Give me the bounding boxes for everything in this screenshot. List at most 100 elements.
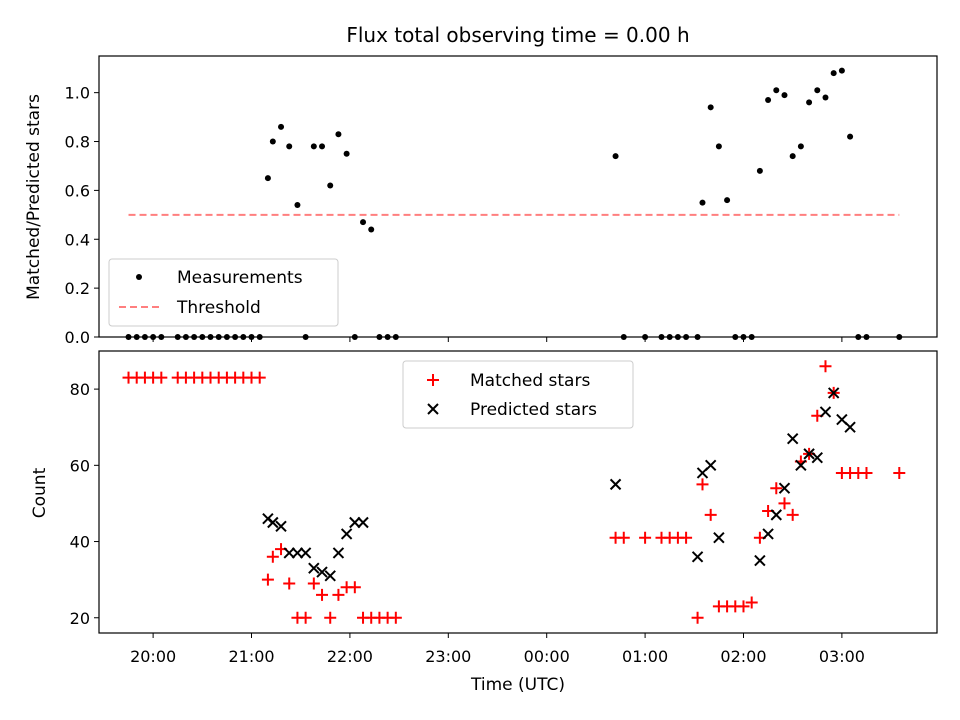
- measurement-point: [278, 123, 285, 130]
- measurement-point: [683, 334, 690, 340]
- predicted-star-point: [340, 528, 353, 540]
- measurement-point: [863, 334, 870, 340]
- measurement-point: [264, 175, 271, 182]
- predicted-star-point: [713, 532, 725, 544]
- matched-star-point: [819, 360, 832, 373]
- matched-star-point: [266, 550, 279, 563]
- top-panel: 0.0 0.2 0.4 0.6 0.8 1.0 Matched/Predicted sta…: [24, 55, 938, 347]
- predicted-star-point: [803, 448, 815, 460]
- bottom-x-ticks: 20:00 21:00 22:00 23:00 00:00 01:00 02:00 03:00: [130, 633, 865, 666]
- measurement-point: [392, 334, 399, 340]
- measurement-point: [658, 334, 665, 340]
- measurement-point: [174, 334, 181, 340]
- matched-star-point: [639, 531, 652, 544]
- measurement-point: [302, 334, 309, 340]
- measurement-point: [765, 96, 772, 103]
- matched-star-point: [348, 581, 361, 594]
- measurement-point: [806, 99, 813, 106]
- matched-legend-marker: [427, 374, 439, 386]
- x-tick-label: 23:00: [425, 647, 471, 666]
- measurement-point: [133, 334, 140, 340]
- bottom-y-ticks: 20 40 60 80: [70, 380, 99, 628]
- measurement-point: [360, 219, 367, 226]
- predicted-star-point: [357, 516, 369, 529]
- matched-star-point: [617, 531, 630, 544]
- predicted-star-point: [349, 516, 361, 529]
- measurement-point: [286, 143, 293, 150]
- predicted-star-point: [291, 547, 304, 559]
- predicted-star-point: [778, 482, 791, 494]
- predicted-star-point: [770, 509, 782, 521]
- measurement-point: [756, 167, 763, 174]
- top-x-ticks: [152, 337, 843, 342]
- matched-star-point: [283, 577, 296, 590]
- predicted-star-point: [299, 547, 312, 559]
- measurement-point: [896, 334, 903, 340]
- measurement-point: [215, 334, 222, 340]
- top-legend-box: [108, 258, 339, 327]
- predicted-legend-marker: [427, 403, 439, 415]
- measurement-point: [158, 334, 165, 340]
- matched-star-point: [253, 371, 266, 384]
- measurement-point: [191, 334, 198, 340]
- measurement-point: [207, 334, 214, 340]
- bottom-panel: 20 40 60 80 20:00 21:00 22:00 23:00 00:00 01:00 0…: [30, 350, 938, 695]
- matched-star-point: [155, 371, 168, 384]
- matched-star-point: [786, 508, 799, 521]
- predicted-star-point: [704, 459, 717, 472]
- x-tick-label: 02:00: [720, 647, 766, 666]
- measurement-point: [351, 334, 358, 340]
- predicted-star-point: [795, 459, 807, 472]
- matched-star-point: [389, 611, 402, 624]
- predicted-star-point: [308, 562, 320, 574]
- measurement-point: [707, 104, 714, 111]
- predicted-star-point: [609, 478, 622, 491]
- top-y-tick-label: 0.2: [65, 279, 90, 298]
- measurement-point: [814, 87, 821, 94]
- measurement-point: [256, 334, 263, 340]
- top-y-axis-label: Matched/Predicted stars: [24, 94, 44, 300]
- matched-star-point: [860, 466, 873, 479]
- measurement-point: [748, 334, 755, 340]
- matched-star-point: [261, 573, 274, 586]
- matched-star-point: [324, 611, 337, 624]
- measurement-point: [343, 150, 350, 157]
- predicted-star-point: [844, 421, 856, 433]
- chart-title: Flux total observing time = 0.00 h: [346, 23, 689, 47]
- bottom-plot-area: [98, 350, 938, 634]
- x-tick-label: 03:00: [819, 647, 865, 666]
- predicted-star-point: [827, 387, 840, 399]
- top-y-tick-label: 0.8: [65, 133, 90, 152]
- predicted-star-point: [267, 516, 279, 529]
- matched-star-point: [893, 466, 906, 479]
- x-tick-label: 00:00: [524, 647, 570, 666]
- predicted-star-point: [332, 547, 345, 559]
- measurement-point: [674, 334, 681, 340]
- measurement-point: [335, 131, 342, 138]
- matched-star-point: [691, 611, 704, 624]
- measurement-point: [838, 67, 845, 74]
- matched-star-point: [770, 482, 783, 495]
- bottom-y-axis-label: Count: [30, 467, 50, 518]
- measurement-point: [855, 334, 862, 340]
- bottom-legend-box: [402, 360, 634, 429]
- bottom-y-tick-label: 60: [70, 456, 90, 475]
- top-y-tick-label: 0.0: [65, 328, 90, 347]
- predicted-star-point: [283, 547, 295, 559]
- top-y-ticks: 0.0 0.2 0.4 0.6 0.8 1.0: [65, 84, 99, 347]
- top-y-tick-label: 1.0: [65, 84, 90, 103]
- measurement-point: [694, 334, 701, 340]
- measurement-point: [384, 334, 391, 340]
- measurement-point: [319, 143, 326, 150]
- measurement-point: [620, 334, 627, 340]
- predicted-star-point: [786, 432, 799, 445]
- x-axis-label: Time (UTC): [470, 675, 565, 695]
- measurement-point: [699, 199, 706, 206]
- legend-predicted-label: Predicted stars: [470, 400, 597, 420]
- measurement-point: [847, 133, 854, 140]
- top-plot-area: [98, 55, 938, 338]
- top-y-tick-label: 0.4: [65, 230, 90, 249]
- matched-star-point: [299, 611, 312, 624]
- matched-star-point: [316, 588, 329, 601]
